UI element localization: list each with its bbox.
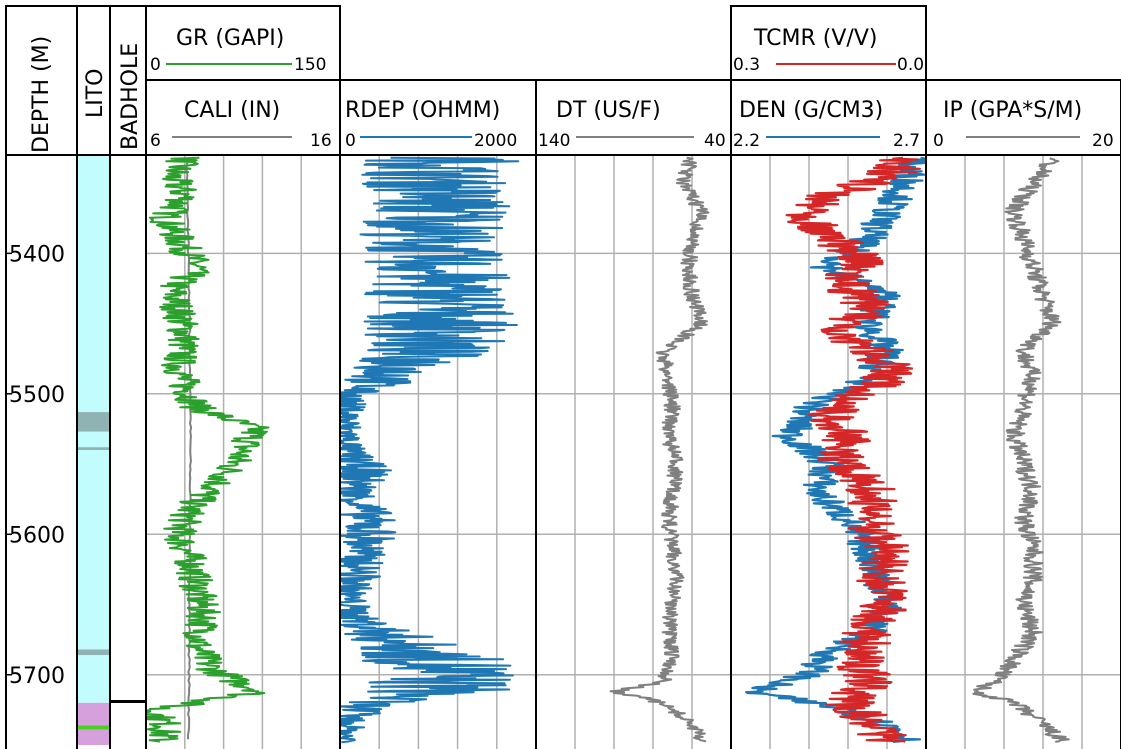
gr-curve <box>145 156 270 743</box>
curve-layer <box>145 156 1070 744</box>
lito-interval <box>77 412 110 432</box>
ip-max: 20 <box>1092 131 1114 151</box>
depth-tick-label: 5400 <box>9 242 65 267</box>
lito-interval <box>77 431 110 448</box>
t3-track-frame <box>535 154 732 749</box>
badhole-label: BADHOLE <box>118 43 143 150</box>
t5-track-frame <box>925 154 1121 749</box>
tcmr-curve <box>785 156 921 743</box>
lito-interval <box>77 155 110 413</box>
dt-max: 40 <box>704 131 726 151</box>
rdep-max: 2000 <box>474 131 517 151</box>
ip-curve <box>972 157 1070 743</box>
lito-label: LITO <box>83 69 108 119</box>
ip-title: IP (GPA*S/M) <box>943 98 1082 123</box>
gr-title: GR (GAPI) <box>176 26 284 51</box>
tcmr-max: 0.0 <box>897 55 924 75</box>
cali-title: CALI (IN) <box>184 98 280 123</box>
dt-curve <box>609 156 710 743</box>
depth-tick-label: 5500 <box>9 383 65 408</box>
den-min: 2.2 <box>733 131 760 151</box>
rdep-title: RDEP (OHMM) <box>345 98 500 123</box>
lito-interval <box>77 450 110 650</box>
lito-track <box>77 155 110 745</box>
ip-min: 0 <box>933 131 944 151</box>
frame-layer <box>5 5 1121 749</box>
rdep-curve <box>339 156 520 744</box>
lito-interval <box>77 702 110 726</box>
gr-min: 0 <box>150 55 161 75</box>
depth-tick-label: 5700 <box>9 664 65 689</box>
badhole-track-frame <box>109 154 147 749</box>
lito-interval <box>77 729 110 745</box>
cali-min: 6 <box>150 131 161 151</box>
rdep-min: 0 <box>345 131 356 151</box>
gr-max: 150 <box>294 55 326 75</box>
dt-min: 140 <box>538 131 570 151</box>
lito-interval <box>77 447 110 450</box>
dt-title: DT (US/F) <box>556 98 661 123</box>
den-max: 2.7 <box>893 131 920 151</box>
lito-interval <box>77 655 110 703</box>
lito-interval <box>77 725 110 730</box>
den-title: DEN (G/CM3) <box>739 98 883 123</box>
depth-tick-label: 5600 <box>9 523 65 548</box>
depth-label: DEPTH (M) <box>29 36 54 153</box>
tcmr-title: TCMR (V/V) <box>753 26 877 51</box>
tcmr-min: 0.3 <box>733 55 760 75</box>
lito-interval <box>77 649 110 656</box>
cali-max: 16 <box>310 131 332 151</box>
